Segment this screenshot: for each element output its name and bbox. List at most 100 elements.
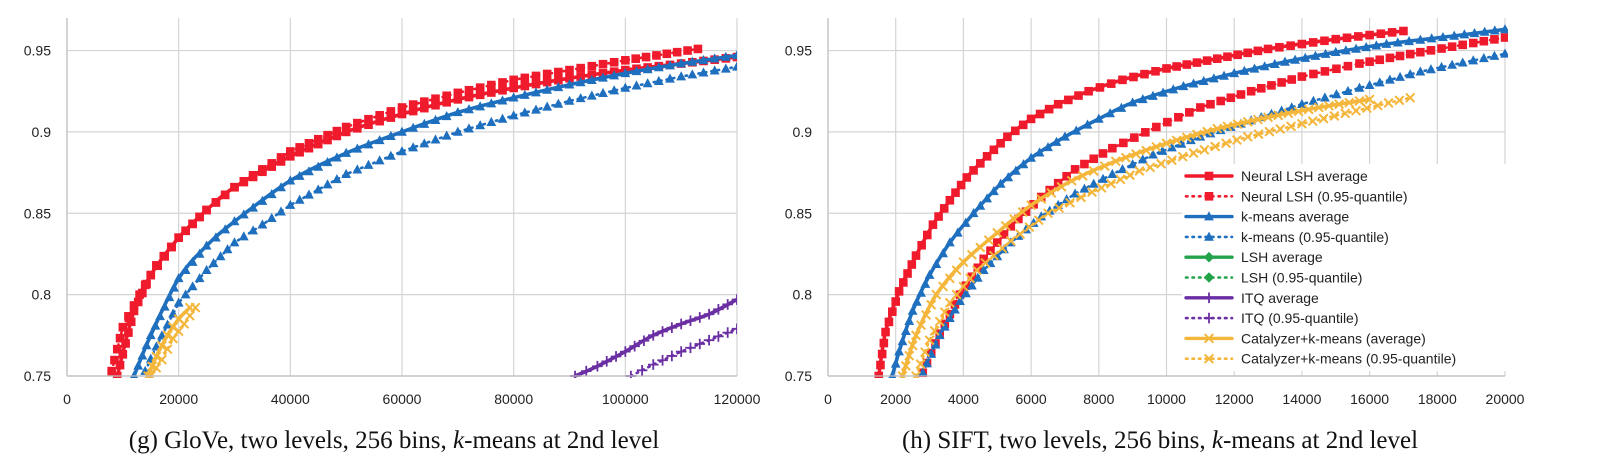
- data-point-marker: [430, 114, 441, 124]
- data-point-marker: [922, 230, 932, 240]
- legend-label: LSH (0.95-quantile): [1241, 270, 1362, 286]
- data-point-marker: [1447, 59, 1458, 69]
- data-point-marker: [1070, 165, 1080, 174]
- data-point-marker: [921, 309, 932, 320]
- legend-marker: [1204, 231, 1214, 241]
- data-point-marker: [978, 264, 989, 275]
- data-point-marker: [955, 295, 965, 305]
- data-point-marker: [419, 118, 430, 128]
- data-point-marker: [960, 217, 971, 227]
- data-point-marker: [1290, 54, 1301, 64]
- data-point-marker: [187, 281, 198, 291]
- data-point-marker: [1376, 29, 1386, 39]
- data-point-marker: [542, 101, 553, 111]
- data-point-marker: [939, 204, 949, 213]
- data-point-marker: [1387, 28, 1397, 37]
- data-point-marker: [911, 251, 921, 260]
- data-point-marker: [1003, 132, 1012, 142]
- data-point-marker: [1500, 24, 1508, 34]
- data-point-marker: [374, 135, 385, 145]
- data-point-marker: [874, 371, 884, 378]
- data-point-marker: [1127, 97, 1138, 107]
- data-point-marker: [286, 152, 295, 161]
- data-point-marker: [1343, 85, 1353, 96]
- data-point-marker: [1162, 64, 1171, 73]
- data-point-marker: [156, 354, 167, 365]
- data-point-marker: [1182, 60, 1192, 69]
- data-point-marker: [580, 365, 592, 377]
- data-point-marker: [151, 362, 162, 373]
- data-point-marker: [1415, 34, 1426, 44]
- data-point-marker: [631, 54, 641, 63]
- data-point-marker: [890, 358, 901, 368]
- data-point-marker: [938, 248, 948, 258]
- data-point-marker: [1365, 57, 1374, 66]
- data-point-marker: [620, 68, 631, 78]
- data-point-marker: [1332, 64, 1341, 74]
- data-point-marker: [194, 273, 205, 283]
- data-point-marker: [1198, 75, 1209, 85]
- data-point-marker: [188, 219, 197, 229]
- data-point-marker: [956, 180, 966, 190]
- data-point-marker: [1009, 213, 1020, 224]
- data-point-marker: [968, 207, 979, 218]
- data-point-marker: [238, 231, 249, 241]
- data-point-marker: [276, 182, 286, 192]
- data-point-marker: [951, 188, 960, 197]
- data-point-marker: [1253, 129, 1264, 140]
- chart-glove: 0 20000 40000 60000 80000 100000 120000 0.75 0.8…: [24, 18, 761, 454]
- data-point-marker: [713, 331, 724, 342]
- data-point-marker: [1381, 38, 1392, 48]
- data-point-marker: [475, 83, 485, 92]
- data-point-marker: [1404, 36, 1414, 46]
- legend-item-itq-0-95-quantile: ITQ (0.95-quantile): [1184, 310, 1359, 326]
- data-point-marker: [598, 72, 608, 82]
- data-point-marker: [951, 265, 962, 276]
- data-point-marker: [1223, 52, 1232, 62]
- data-point-marker: [266, 188, 277, 199]
- data-point-marker: [1006, 221, 1016, 231]
- series-k-means-0-95-quantile: [140, 61, 737, 375]
- plot-area: [107, 44, 737, 378]
- data-point-marker: [722, 327, 733, 338]
- data-point-marker: [220, 190, 230, 200]
- data-point-marker: [1026, 114, 1036, 124]
- data-point-marker: [1243, 48, 1253, 58]
- data-point-marker: [676, 58, 687, 68]
- legend-item-lsh-average: LSH average: [1184, 249, 1323, 265]
- data-point-marker: [1354, 82, 1365, 92]
- data-point-marker: [1320, 36, 1329, 46]
- data-point-marker: [586, 90, 597, 100]
- data-point-marker: [1156, 158, 1167, 169]
- data-point-marker: [323, 135, 332, 145]
- y-tick-label: 0.8: [793, 287, 813, 303]
- data-point-marker: [1395, 71, 1405, 81]
- data-point-marker: [1018, 120, 1028, 130]
- data-point-marker: [375, 116, 384, 126]
- data-point-marker: [1426, 64, 1436, 74]
- data-point-marker: [1458, 40, 1467, 50]
- data-point-marker: [665, 73, 675, 83]
- y-tick-label: 0.95: [785, 43, 812, 59]
- data-point-marker: [1208, 73, 1219, 83]
- data-point-marker: [1399, 26, 1408, 36]
- data-point-marker: [1137, 154, 1148, 164]
- data-point-marker: [915, 359, 926, 370]
- data-point-marker: [1296, 118, 1307, 129]
- data-point-marker: [1074, 91, 1083, 100]
- data-point-marker: [129, 306, 139, 316]
- data-point-marker: [995, 178, 1006, 188]
- data-point-marker: [1107, 168, 1118, 179]
- data-point-marker: [1060, 131, 1070, 141]
- data-point-marker: [155, 311, 165, 321]
- data-point-marker: [1236, 90, 1246, 99]
- data-point-marker: [926, 299, 937, 310]
- data-point-marker: [124, 312, 133, 321]
- data-point-marker: [1129, 72, 1138, 82]
- data-point-marker: [118, 350, 128, 359]
- legend-label: Neural LSH average: [1241, 168, 1368, 184]
- data-point-marker: [1490, 35, 1499, 44]
- data-point-marker: [587, 61, 597, 71]
- data-point-marker: [720, 51, 731, 61]
- data-point-marker: [1177, 151, 1188, 162]
